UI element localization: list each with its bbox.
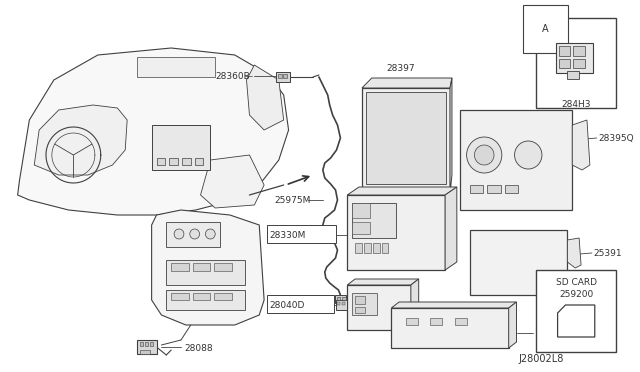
Polygon shape xyxy=(450,78,452,193)
Bar xyxy=(166,260,244,285)
Bar xyxy=(352,222,370,234)
Bar xyxy=(364,243,371,253)
Bar xyxy=(152,125,211,170)
Bar xyxy=(505,185,518,193)
Bar xyxy=(573,59,585,68)
Bar xyxy=(487,185,501,193)
Bar xyxy=(137,340,157,354)
Bar xyxy=(568,71,579,79)
Text: 28040D: 28040D xyxy=(269,301,305,310)
Bar xyxy=(348,285,411,330)
Bar xyxy=(556,43,593,73)
Bar xyxy=(193,263,211,271)
Bar xyxy=(342,302,346,305)
Bar xyxy=(267,225,335,243)
Bar xyxy=(171,263,189,271)
Polygon shape xyxy=(445,187,457,270)
Circle shape xyxy=(174,229,184,239)
Circle shape xyxy=(205,229,215,239)
Bar xyxy=(372,243,380,253)
Bar xyxy=(214,263,232,271)
Text: 25391: 25391 xyxy=(594,249,623,258)
Bar xyxy=(335,300,348,310)
Bar xyxy=(214,293,232,300)
Polygon shape xyxy=(348,279,419,285)
Bar xyxy=(342,297,346,300)
Bar xyxy=(470,230,568,295)
Circle shape xyxy=(474,145,494,165)
Circle shape xyxy=(467,137,502,173)
Bar xyxy=(352,203,370,218)
Bar xyxy=(391,308,509,348)
Polygon shape xyxy=(348,187,457,195)
Bar xyxy=(195,158,204,165)
Bar xyxy=(166,222,220,247)
Bar xyxy=(182,158,191,165)
Bar xyxy=(406,318,418,325)
Bar xyxy=(337,302,340,305)
Bar xyxy=(140,342,143,346)
Bar xyxy=(140,350,150,354)
Bar xyxy=(355,307,365,313)
Text: J28002L8: J28002L8 xyxy=(518,354,564,364)
Polygon shape xyxy=(557,305,595,337)
Circle shape xyxy=(515,141,542,169)
Bar xyxy=(283,74,287,78)
Polygon shape xyxy=(200,155,264,208)
Bar xyxy=(355,243,362,253)
Bar xyxy=(470,185,483,193)
Polygon shape xyxy=(411,279,419,330)
Bar xyxy=(431,318,442,325)
Bar xyxy=(355,296,365,304)
Bar xyxy=(536,18,616,108)
Bar xyxy=(337,297,340,300)
Polygon shape xyxy=(572,120,590,170)
Bar xyxy=(157,158,165,165)
Polygon shape xyxy=(18,48,289,215)
Polygon shape xyxy=(509,302,516,348)
Text: 28395Q: 28395Q xyxy=(598,134,634,143)
Bar xyxy=(348,195,445,270)
Bar xyxy=(362,88,450,193)
Bar xyxy=(536,270,616,352)
Bar xyxy=(455,318,467,325)
Bar xyxy=(573,46,585,56)
Text: 284H3: 284H3 xyxy=(561,100,591,109)
Bar xyxy=(559,46,570,56)
Bar xyxy=(381,243,388,253)
Text: 28088: 28088 xyxy=(184,344,212,353)
Bar xyxy=(278,74,282,78)
Bar xyxy=(145,342,148,346)
Bar xyxy=(352,293,376,315)
Bar xyxy=(150,342,152,346)
Text: 28330M: 28330M xyxy=(269,231,305,240)
Bar xyxy=(460,110,572,210)
Polygon shape xyxy=(34,105,127,175)
Circle shape xyxy=(190,229,200,239)
Bar xyxy=(137,57,215,77)
Polygon shape xyxy=(568,238,581,268)
Bar xyxy=(559,59,570,68)
Polygon shape xyxy=(246,65,284,130)
Text: 259200: 259200 xyxy=(559,290,593,299)
Text: 25915K: 25915K xyxy=(536,328,571,337)
Polygon shape xyxy=(362,78,452,88)
Bar xyxy=(352,203,396,238)
Bar xyxy=(166,290,244,310)
Text: 28397: 28397 xyxy=(387,64,415,73)
Polygon shape xyxy=(391,302,516,308)
Text: A: A xyxy=(542,24,548,34)
Bar xyxy=(193,293,211,300)
Bar xyxy=(276,72,289,82)
Text: SD CARD: SD CARD xyxy=(556,278,596,287)
Bar xyxy=(366,92,446,184)
Bar xyxy=(171,293,189,300)
Bar xyxy=(335,295,346,303)
Text: 25975M: 25975M xyxy=(274,196,310,205)
Text: 28360B: 28360B xyxy=(215,72,250,81)
Bar xyxy=(169,158,178,165)
Bar xyxy=(267,295,333,313)
Polygon shape xyxy=(152,210,264,325)
